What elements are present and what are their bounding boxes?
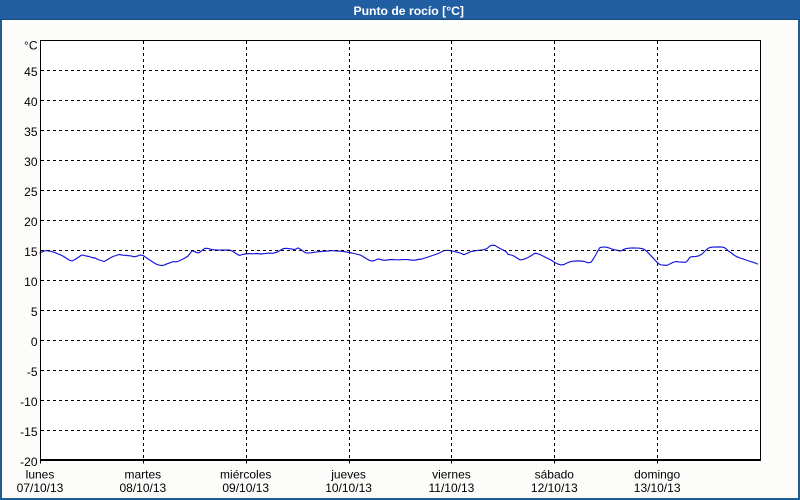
svg-text:45: 45 — [24, 65, 38, 79]
svg-text:-10: -10 — [20, 395, 38, 409]
svg-text:5: 5 — [31, 305, 38, 319]
svg-text:30: 30 — [24, 155, 38, 169]
svg-text:°C: °C — [24, 38, 38, 52]
svg-text:miércoles: miércoles — [220, 468, 271, 482]
svg-text:Punto de rocío [°C]: Punto de rocío [°C] — [353, 4, 464, 18]
svg-text:-15: -15 — [20, 425, 38, 439]
svg-text:viernes: viernes — [432, 468, 471, 482]
svg-text:0: 0 — [31, 335, 38, 349]
svg-text:20: 20 — [24, 215, 38, 229]
svg-text:domingo: domingo — [634, 468, 680, 482]
svg-text:15: 15 — [24, 245, 38, 259]
svg-text:10/10/13: 10/10/13 — [325, 481, 372, 495]
svg-text:25: 25 — [24, 185, 38, 199]
svg-text:10: 10 — [24, 275, 38, 289]
svg-text:08/10/13: 08/10/13 — [119, 481, 166, 495]
svg-text:martes: martes — [125, 468, 162, 482]
svg-text:07/10/13: 07/10/13 — [17, 481, 64, 495]
svg-text:40: 40 — [24, 95, 38, 109]
svg-text:lunes: lunes — [26, 468, 55, 482]
svg-text:35: 35 — [24, 125, 38, 139]
svg-text:jueves: jueves — [330, 468, 366, 482]
svg-text:09/10/13: 09/10/13 — [222, 481, 269, 495]
svg-text:12/10/13: 12/10/13 — [531, 481, 578, 495]
svg-text:13/10/13: 13/10/13 — [634, 481, 681, 495]
svg-text:-20: -20 — [20, 455, 38, 469]
svg-text:sábado: sábado — [535, 468, 575, 482]
svg-text:-5: -5 — [27, 365, 38, 379]
svg-text:11/10/13: 11/10/13 — [429, 481, 475, 495]
